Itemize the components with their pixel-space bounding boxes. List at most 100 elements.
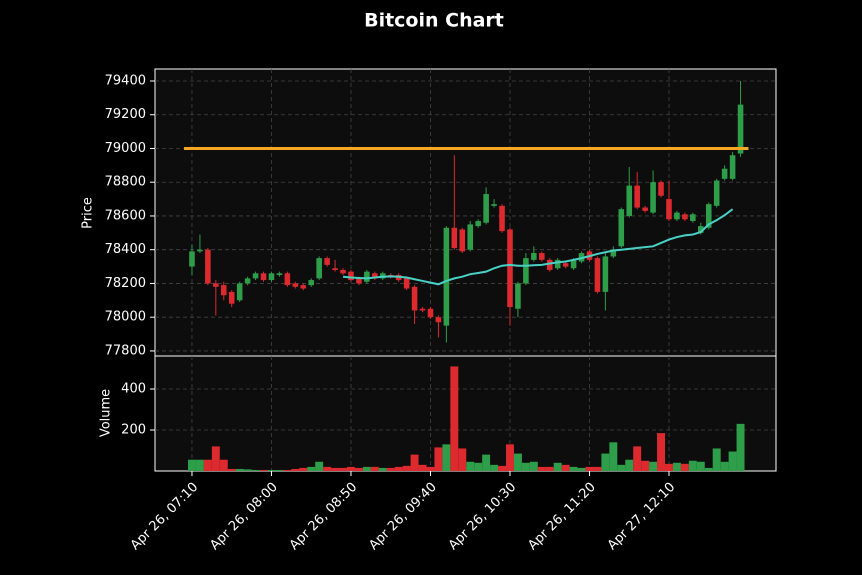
y-tick-label: 79200 xyxy=(105,107,146,122)
volume-bar xyxy=(259,469,268,471)
candle-body xyxy=(713,180,720,206)
volume-bar xyxy=(299,467,308,471)
volume-bar xyxy=(569,466,578,471)
volume-bar xyxy=(720,461,729,471)
candle-body xyxy=(427,308,434,318)
volume-bar xyxy=(482,454,491,471)
candle-body xyxy=(411,286,418,311)
candle-body xyxy=(403,278,410,289)
candle-body xyxy=(475,221,481,227)
volume-bar xyxy=(545,466,554,471)
candle-body xyxy=(618,209,625,247)
volume-bar xyxy=(339,467,348,471)
candle-body xyxy=(364,271,370,282)
candle-body xyxy=(197,249,203,252)
candle-body xyxy=(276,273,283,276)
candle-body xyxy=(220,285,227,296)
volume-bar xyxy=(323,466,332,471)
candle-body xyxy=(236,283,243,301)
volume-bar xyxy=(728,451,737,471)
y-tick-label: 78800 xyxy=(105,175,146,190)
volume-bar xyxy=(227,468,236,471)
candle-body xyxy=(594,258,601,292)
candle-body xyxy=(729,155,736,179)
volume-bar xyxy=(450,366,459,471)
candle-body xyxy=(213,283,219,287)
volume-bar xyxy=(474,462,483,471)
candle-body xyxy=(252,273,259,279)
candle-body xyxy=(483,194,489,223)
volume-bar xyxy=(633,446,642,471)
volume-bar xyxy=(665,463,673,471)
candle-body xyxy=(205,249,211,284)
volume-bar xyxy=(736,423,745,471)
chart-title: Bitcoin Chart xyxy=(364,10,504,32)
volume-bar xyxy=(354,467,363,471)
candle-body xyxy=(316,258,322,279)
volume-bar xyxy=(331,467,340,471)
volume-bar xyxy=(521,462,530,471)
volume-bar xyxy=(561,464,570,471)
volume-bar xyxy=(609,442,618,471)
volume-bar xyxy=(458,448,467,471)
volume-bar xyxy=(537,466,546,471)
candle-body xyxy=(348,271,354,281)
volume-bar xyxy=(593,466,602,471)
y-tick-label: 400 xyxy=(121,382,146,397)
volume-bar xyxy=(307,466,316,471)
volume-bar xyxy=(211,446,220,471)
candle-body xyxy=(260,273,267,281)
volume-bar xyxy=(267,469,276,471)
volume-bar xyxy=(601,453,610,471)
candle-body xyxy=(300,285,307,289)
candle-body xyxy=(539,253,545,260)
y-tick-label: 78200 xyxy=(105,276,146,291)
volume-bar xyxy=(362,466,371,471)
candle-body xyxy=(419,308,426,311)
candle-body xyxy=(634,185,640,208)
candle-body xyxy=(705,204,712,228)
candle-body xyxy=(674,212,680,220)
volume-bar xyxy=(657,433,666,471)
price-panel xyxy=(154,68,777,357)
volume-bar xyxy=(283,469,292,471)
volume-bar xyxy=(585,466,594,471)
candle-body xyxy=(642,207,648,211)
candle-body xyxy=(682,214,688,220)
volume-bar xyxy=(291,468,300,471)
volume-bar xyxy=(315,461,324,471)
candle-body xyxy=(650,182,656,213)
candle-body xyxy=(658,182,664,196)
volume-bar xyxy=(617,464,626,471)
volume-bar xyxy=(696,461,705,471)
candle-body xyxy=(523,258,529,284)
candle-body xyxy=(459,229,466,252)
volume-bar xyxy=(219,459,228,471)
candle-body xyxy=(308,280,315,286)
candle-body xyxy=(499,205,505,232)
volume-bar xyxy=(704,467,713,471)
volume-bar xyxy=(553,462,562,471)
y-tick-label: 78400 xyxy=(105,242,146,257)
volume-bar xyxy=(434,447,443,471)
y-axis-label: Price xyxy=(81,197,96,229)
candle-body xyxy=(626,185,633,216)
candle-body xyxy=(610,249,617,257)
volume-bar xyxy=(672,462,681,471)
candle-body xyxy=(451,227,458,249)
candle-body xyxy=(228,291,235,304)
volume-bar xyxy=(466,461,475,471)
candle-body xyxy=(189,251,195,267)
y-tick-label: 77800 xyxy=(105,343,146,358)
volume-bar xyxy=(490,464,499,471)
candle-body xyxy=(531,253,537,260)
volume-bar xyxy=(506,444,514,471)
candle-body xyxy=(435,317,442,323)
volume-bar xyxy=(402,465,411,471)
volume-bar xyxy=(203,459,212,471)
candle-body xyxy=(292,283,299,287)
candle-body xyxy=(737,104,744,154)
volume-bar xyxy=(529,461,538,471)
volume-bar xyxy=(442,444,451,471)
volume-bar xyxy=(410,454,419,471)
